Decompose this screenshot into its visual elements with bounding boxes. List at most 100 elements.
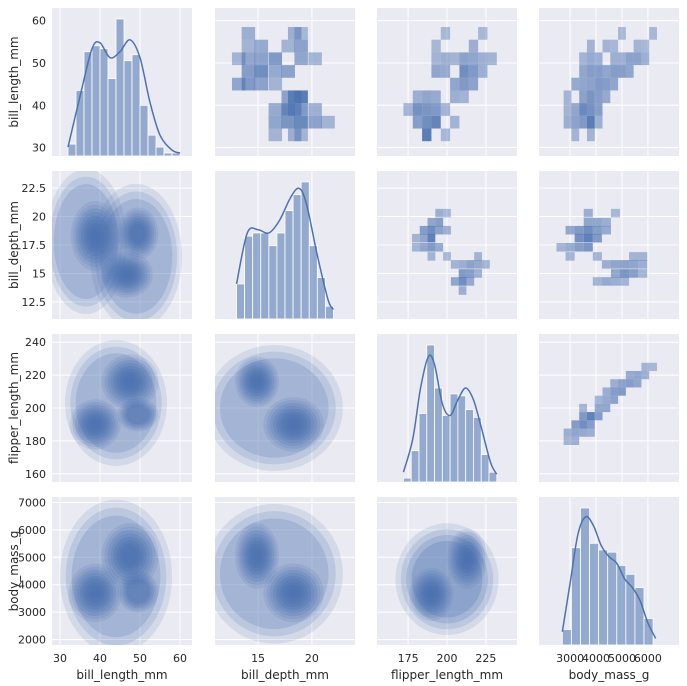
histogram-cell [610, 395, 619, 404]
kde-contour-level [395, 523, 499, 636]
histogram-cell [638, 260, 648, 269]
histogram-cell [268, 115, 283, 129]
histogram-cell [586, 128, 595, 142]
histogram-cell [459, 65, 469, 78]
histogram-cell [592, 252, 602, 261]
histogram-bar [91, 45, 101, 156]
kde-contour-level [99, 198, 173, 314]
kde-contour-level [447, 528, 488, 589]
kde-contour-level [94, 191, 178, 319]
histogram-cell [620, 277, 630, 286]
y-tick-label: 160 [25, 468, 46, 481]
histogram-cell [579, 412, 587, 421]
histogram-cell [602, 77, 611, 91]
kde-contour-level [266, 566, 321, 620]
histogram-cell [610, 208, 621, 218]
panel-3-2 [377, 497, 517, 645]
histogram-cell [419, 225, 428, 235]
kde-contour-level [107, 529, 153, 582]
kde-contour-level [411, 540, 483, 618]
kde-contour-level [107, 360, 153, 404]
x-tick-label: 225 [475, 652, 496, 665]
kde-contour-level [263, 397, 324, 452]
histogram-bar [465, 409, 474, 482]
histogram-cell [466, 277, 475, 286]
histogram-bar [580, 507, 590, 645]
kde-contour-level [71, 566, 119, 620]
histogram-cell [579, 420, 587, 429]
histogram-cell [403, 103, 413, 116]
histogram-cell [610, 39, 619, 53]
histogram-cell [440, 52, 451, 66]
panel-2-0 [52, 334, 192, 482]
kde-contour-level [79, 575, 111, 611]
histogram-cell [638, 252, 648, 261]
histogram-bar [292, 194, 302, 319]
kde-contour-level [124, 215, 152, 252]
histogram-bar [480, 454, 490, 482]
kde-contour-level [69, 399, 121, 450]
histogram-cell [254, 77, 269, 91]
kde-contour-level [65, 507, 167, 645]
histogram-bar [139, 104, 149, 156]
kde-contour-level [65, 340, 167, 466]
histogram-cell [641, 362, 650, 371]
histogram-cell [638, 269, 648, 278]
kde-contour-level [53, 184, 119, 299]
histogram-cell [431, 39, 441, 53]
x-tick-label: 50 [133, 652, 147, 665]
histogram-cell [478, 65, 488, 78]
histogram-bar [99, 48, 109, 156]
histogram-cell [281, 103, 295, 116]
kde-contour-level [113, 536, 147, 576]
histogram-cell [431, 115, 441, 129]
kde-contour-level [457, 544, 477, 574]
histogram-cell [641, 371, 650, 380]
kde-contour-level [266, 400, 321, 449]
kde-contour-level [288, 419, 299, 429]
kde-contour-level [124, 403, 152, 427]
histogram-bar [75, 90, 85, 156]
kde-contour-level [253, 550, 261, 562]
kde-contour-level [123, 270, 132, 279]
panel-background [52, 497, 192, 645]
histogram-cell [602, 395, 611, 404]
histogram-cell [431, 65, 441, 78]
x-axis-label: bill_depth_mm [241, 668, 329, 682]
histogram-bar [316, 277, 326, 319]
histogram-bar [147, 134, 157, 156]
kde-contour-level [117, 265, 137, 284]
panel-2-3 [539, 334, 679, 482]
histogram-cell [443, 208, 451, 218]
x-tick-label: 175 [398, 652, 419, 665]
kde-contour-level [104, 253, 151, 296]
histogram-cell [254, 65, 269, 78]
histogram-cell [422, 103, 432, 116]
kde-contour-level [88, 417, 103, 432]
histogram-cell [620, 269, 630, 278]
histogram-cell [571, 77, 580, 91]
y-tick-label: 240 [25, 336, 46, 349]
histogram-bar [457, 395, 467, 482]
x-axis-label: body_mass_g [569, 668, 650, 682]
kde-contour-level [107, 256, 148, 293]
kde-contour-level [121, 574, 155, 609]
panel-content [563, 362, 657, 445]
histogram-cell [556, 243, 566, 252]
histogram-cell [649, 27, 657, 40]
kde-contour-level [119, 572, 157, 611]
kde-contour-level [425, 587, 438, 602]
kde-contour-level [279, 411, 309, 438]
histogram-cell [287, 128, 302, 142]
histogram-cell [254, 52, 269, 66]
histogram-cell [443, 252, 451, 261]
kde-contour-level [276, 575, 312, 611]
histogram-cell [586, 103, 595, 116]
histogram-cell [468, 65, 479, 78]
y-tick-label: 220 [25, 369, 46, 382]
histogram-bar [115, 18, 125, 156]
histogram-cell [579, 428, 587, 437]
x-tick-label: 20 [305, 652, 319, 665]
histogram-cell [268, 65, 283, 78]
kde-contour-level [248, 372, 266, 392]
